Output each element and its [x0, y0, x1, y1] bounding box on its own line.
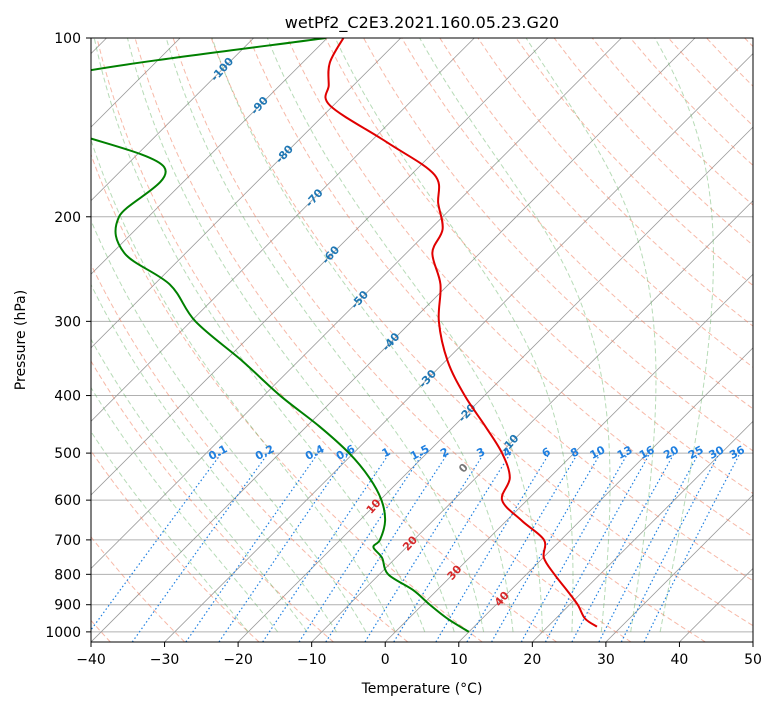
moist-adiabat-line	[165, 38, 485, 632]
isotherm-line	[458, 347, 753, 642]
mixing-ratio-label: 10	[588, 443, 608, 462]
x-tick-label: −30	[150, 652, 180, 668]
x-tick-label: 30	[597, 652, 615, 668]
isotherm-line	[237, 126, 753, 642]
y-tick-label: 700	[54, 533, 81, 549]
mixing-ratio-line	[131, 452, 269, 642]
x-axis-label: Temperature (°C)	[361, 681, 483, 697]
mixing-ratio-line	[598, 452, 700, 642]
x-tick-label: 0	[381, 652, 390, 668]
dry-adiabat-line	[477, 38, 753, 327]
mixing-ratio-line	[620, 452, 720, 642]
mixing-ratio-line	[262, 452, 391, 642]
y-tick-label: 1000	[45, 625, 81, 641]
y-tick-label: 800	[54, 567, 81, 583]
mixing-ratio-line	[491, 452, 602, 642]
dry-adiabat-line	[210, 38, 753, 627]
moist-adiabat-line	[419, 38, 611, 632]
moist-adiabat-line	[91, 219, 367, 633]
moist-adiabat-line	[91, 138, 396, 633]
moist-adiabat-line	[266, 38, 543, 632]
dry-adiabat-line	[134, 38, 632, 642]
dry-adiabat-line	[439, 38, 753, 368]
x-tick-label: 40	[671, 652, 689, 668]
moist-adiabat-line	[93, 38, 426, 633]
y-tick-label: 200	[54, 210, 81, 226]
mixing-ratio-line	[185, 452, 319, 642]
mixing-ratio-line	[520, 452, 629, 642]
x-tick-label: 50	[744, 652, 762, 668]
mixing-ratio-label: 20	[661, 443, 681, 462]
dry-adiabat-line	[91, 360, 334, 642]
dry-adiabat-line	[91, 536, 186, 642]
y-tick-label: 600	[54, 493, 81, 509]
y-tick-label: 400	[54, 389, 81, 405]
moist-adiabat-line	[91, 338, 308, 633]
sounding-profiles	[91, 38, 598, 633]
mixing-ratio-label: 13	[615, 443, 635, 462]
moist-adiabat-line	[525, 38, 657, 632]
y-tick-label: 500	[54, 446, 81, 462]
isotherm-line	[91, 38, 402, 349]
isotherm-line	[91, 38, 549, 496]
x-tick-label: 20	[523, 652, 541, 668]
mixing-ratio-label: 16	[637, 443, 657, 462]
mixing-ratio-line	[91, 452, 222, 631]
dry-adiabat-line	[96, 38, 557, 642]
mixing-ratio-label: 25	[686, 443, 706, 462]
chart-title: wetPf2_C2E3.2021.160.05.23.G20	[285, 13, 559, 33]
mixing-ratio-line	[466, 452, 579, 642]
isotherm-line	[91, 38, 254, 202]
mixing-ratio-line	[544, 452, 651, 642]
isotherm-line	[311, 200, 753, 642]
dry-adiabat-line	[172, 38, 706, 642]
x-tick-label: −20	[223, 652, 253, 668]
temperature-profile-line	[324, 38, 598, 628]
isotherm-line	[605, 494, 753, 642]
mixing-ratio-label: 36	[727, 443, 747, 462]
x-axis-ticks: −40 −30 −20 −10 0 10 20 30 40 50	[76, 642, 762, 668]
dry-adiabat-line	[286, 38, 753, 538]
x-tick-label: −10	[297, 652, 327, 668]
dry-adiabat-line	[91, 263, 409, 642]
mixing-ratio-line	[298, 452, 424, 642]
mixing-ratio-line	[364, 452, 485, 642]
dry-adiabat-line	[91, 153, 483, 642]
plot-area	[91, 38, 753, 642]
mixing-ratio-line	[218, 452, 350, 642]
axes-frame	[90, 37, 754, 643]
mixing-ratio-label: 30	[707, 443, 727, 462]
x-tick-label: −40	[76, 652, 106, 668]
isotherm-line	[532, 420, 753, 642]
moist-adiabat-line	[334, 38, 574, 632]
isotherm-line	[384, 273, 753, 642]
isotherm-line	[91, 38, 622, 570]
isotherms	[91, 38, 753, 642]
isotherm-line	[91, 38, 328, 275]
moist-adiabat-line	[126, 38, 455, 633]
isotherm-line	[164, 52, 753, 642]
dewpoint-profile-line	[91, 38, 470, 633]
dry-adiabat-line	[91, 450, 260, 642]
y-axis-label: Pressure (hPa)	[13, 290, 29, 390]
y-tick-label: 900	[54, 598, 81, 614]
dry-adiabat-line	[248, 38, 753, 582]
moist-adiabat-line	[91, 283, 337, 633]
y-tick-label: 100	[54, 31, 81, 47]
moist-adiabats	[91, 38, 714, 633]
dry-adiabat-line	[363, 38, 753, 452]
isotherm-line	[91, 38, 475, 422]
x-tick-label: 10	[450, 652, 468, 668]
dry-adiabats	[91, 38, 753, 642]
moist-adiabat-line	[211, 38, 514, 632]
moist-adiabat-line	[654, 38, 714, 632]
y-tick-label: 300	[54, 314, 81, 330]
y-axis-ticks: 100 200 300 400 500 600 700 800 900 1000	[45, 31, 91, 641]
isotherm-line	[91, 38, 696, 642]
